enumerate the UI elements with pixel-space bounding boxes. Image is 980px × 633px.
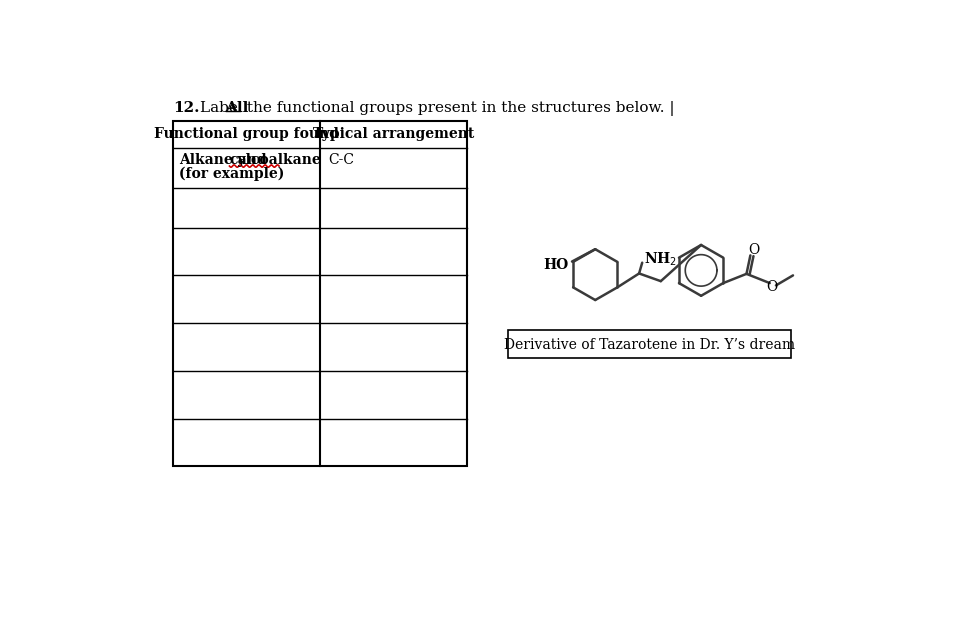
Text: Label: Label <box>200 101 248 115</box>
Text: Alkane and: Alkane and <box>179 153 271 167</box>
Text: 12.: 12. <box>172 101 199 115</box>
Text: C-C: C-C <box>328 153 354 167</box>
Text: O: O <box>748 243 760 257</box>
Text: (for example): (for example) <box>179 166 284 181</box>
Text: HO: HO <box>544 258 569 272</box>
Text: the functional groups present in the structures below. |: the functional groups present in the str… <box>242 101 674 116</box>
Text: Typical arrangement: Typical arrangement <box>314 127 474 141</box>
Text: Functional group found: Functional group found <box>154 127 339 141</box>
Text: Derivative of Tazarotene in Dr. Y’s dream: Derivative of Tazarotene in Dr. Y’s drea… <box>505 337 796 352</box>
Text: O: O <box>766 280 778 294</box>
Text: All: All <box>225 101 249 115</box>
Bar <box>172 121 467 467</box>
Text: NH$_2$: NH$_2$ <box>644 251 677 268</box>
Text: cylcoalkane: cylcoalkane <box>229 153 321 167</box>
Bar <box>509 330 791 358</box>
